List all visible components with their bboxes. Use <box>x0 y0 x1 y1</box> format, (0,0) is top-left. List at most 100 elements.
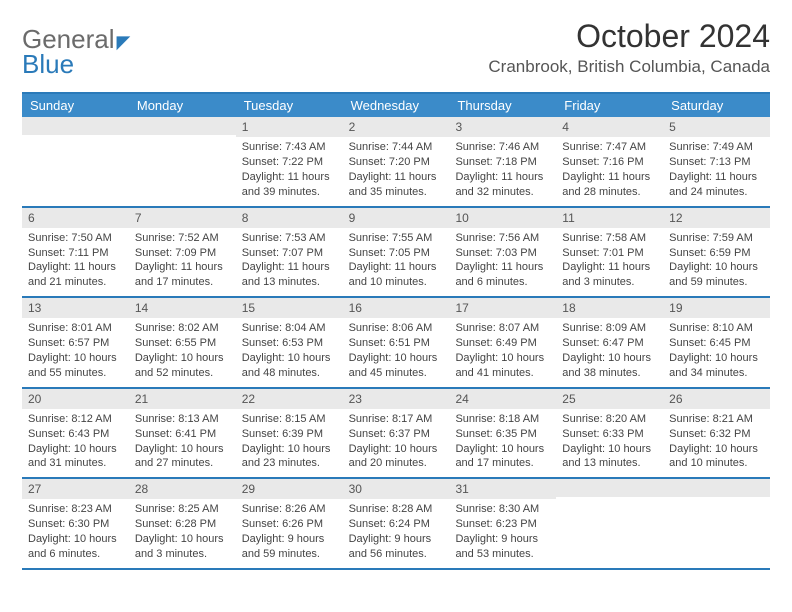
daylight-text: Daylight: 10 hours <box>242 351 337 366</box>
dow-friday: Friday <box>556 94 663 117</box>
daylight-text: and 28 minutes. <box>562 185 657 200</box>
sunset-text: Sunset: 6:59 PM <box>669 246 764 261</box>
sunrise-text: Sunrise: 8:21 AM <box>669 412 764 427</box>
day-cell: 7Sunrise: 7:52 AMSunset: 7:09 PMDaylight… <box>129 208 236 297</box>
day-cell: 14Sunrise: 8:02 AMSunset: 6:55 PMDayligh… <box>129 298 236 387</box>
day-cell: 23Sunrise: 8:17 AMSunset: 6:37 PMDayligh… <box>343 389 450 478</box>
day-body: Sunrise: 7:47 AMSunset: 7:16 PMDaylight:… <box>556 137 663 205</box>
day-cell: 22Sunrise: 8:15 AMSunset: 6:39 PMDayligh… <box>236 389 343 478</box>
day-number: 6 <box>22 208 129 228</box>
day-number: 29 <box>236 479 343 499</box>
day-cell: 20Sunrise: 8:12 AMSunset: 6:43 PMDayligh… <box>22 389 129 478</box>
daylight-text: Daylight: 10 hours <box>669 442 764 457</box>
week-row: 20Sunrise: 8:12 AMSunset: 6:43 PMDayligh… <box>22 389 770 480</box>
day-body: Sunrise: 8:13 AMSunset: 6:41 PMDaylight:… <box>129 409 236 477</box>
day-number: 24 <box>449 389 556 409</box>
daylight-text: and 38 minutes. <box>562 366 657 381</box>
sunset-text: Sunset: 6:47 PM <box>562 336 657 351</box>
daylight-text: Daylight: 9 hours <box>242 532 337 547</box>
sunrise-text: Sunrise: 7:50 AM <box>28 231 123 246</box>
weeks-container: 1Sunrise: 7:43 AMSunset: 7:22 PMDaylight… <box>22 117 770 570</box>
daylight-text: Daylight: 11 hours <box>455 170 550 185</box>
daylight-text: Daylight: 10 hours <box>135 442 230 457</box>
day-cell: 8Sunrise: 7:53 AMSunset: 7:07 PMDaylight… <box>236 208 343 297</box>
sunset-text: Sunset: 6:37 PM <box>349 427 444 442</box>
sunrise-text: Sunrise: 7:52 AM <box>135 231 230 246</box>
day-body: Sunrise: 8:17 AMSunset: 6:37 PMDaylight:… <box>343 409 450 477</box>
sunrise-text: Sunrise: 7:53 AM <box>242 231 337 246</box>
day-number: 1 <box>236 117 343 137</box>
sunset-text: Sunset: 7:16 PM <box>562 155 657 170</box>
daylight-text: and 52 minutes. <box>135 366 230 381</box>
daylight-text: and 13 minutes. <box>242 275 337 290</box>
sunset-text: Sunset: 6:39 PM <box>242 427 337 442</box>
week-row: 27Sunrise: 8:23 AMSunset: 6:30 PMDayligh… <box>22 479 770 570</box>
day-cell <box>22 117 129 206</box>
daylight-text: and 10 minutes. <box>669 456 764 471</box>
day-cell: 15Sunrise: 8:04 AMSunset: 6:53 PMDayligh… <box>236 298 343 387</box>
daylight-text: and 53 minutes. <box>455 547 550 562</box>
day-number: 28 <box>129 479 236 499</box>
day-body: Sunrise: 7:46 AMSunset: 7:18 PMDaylight:… <box>449 137 556 205</box>
sunrise-text: Sunrise: 8:09 AM <box>562 321 657 336</box>
day-number: 25 <box>556 389 663 409</box>
day-cell: 21Sunrise: 8:13 AMSunset: 6:41 PMDayligh… <box>129 389 236 478</box>
day-cell: 24Sunrise: 8:18 AMSunset: 6:35 PMDayligh… <box>449 389 556 478</box>
dow-sunday: Sunday <box>22 94 129 117</box>
day-number: 14 <box>129 298 236 318</box>
daylight-text: and 24 minutes. <box>669 185 764 200</box>
month-title: October 2024 <box>488 18 770 55</box>
daylight-text: and 17 minutes. <box>135 275 230 290</box>
daylight-text: Daylight: 9 hours <box>455 532 550 547</box>
sunset-text: Sunset: 7:03 PM <box>455 246 550 261</box>
sunset-text: Sunset: 7:09 PM <box>135 246 230 261</box>
day-cell: 30Sunrise: 8:28 AMSunset: 6:24 PMDayligh… <box>343 479 450 568</box>
day-cell: 3Sunrise: 7:46 AMSunset: 7:18 PMDaylight… <box>449 117 556 206</box>
sunrise-text: Sunrise: 7:44 AM <box>349 140 444 155</box>
day-cell: 4Sunrise: 7:47 AMSunset: 7:16 PMDaylight… <box>556 117 663 206</box>
daylight-text: Daylight: 11 hours <box>349 170 444 185</box>
day-body: Sunrise: 8:30 AMSunset: 6:23 PMDaylight:… <box>449 499 556 567</box>
day-number: 20 <box>22 389 129 409</box>
daylight-text: and 6 minutes. <box>455 275 550 290</box>
daylight-text: Daylight: 10 hours <box>562 442 657 457</box>
day-cell <box>129 117 236 206</box>
daylight-text: Daylight: 11 hours <box>562 260 657 275</box>
daylight-text: Daylight: 10 hours <box>669 351 764 366</box>
day-number: 4 <box>556 117 663 137</box>
day-cell: 6Sunrise: 7:50 AMSunset: 7:11 PMDaylight… <box>22 208 129 297</box>
day-cell: 27Sunrise: 8:23 AMSunset: 6:30 PMDayligh… <box>22 479 129 568</box>
day-cell: 31Sunrise: 8:30 AMSunset: 6:23 PMDayligh… <box>449 479 556 568</box>
day-body: Sunrise: 8:04 AMSunset: 6:53 PMDaylight:… <box>236 318 343 386</box>
daylight-text: and 45 minutes. <box>349 366 444 381</box>
dow-saturday: Saturday <box>663 94 770 117</box>
dow-thursday: Thursday <box>449 94 556 117</box>
day-number: 18 <box>556 298 663 318</box>
sunset-text: Sunset: 6:43 PM <box>28 427 123 442</box>
day-body: Sunrise: 8:18 AMSunset: 6:35 PMDaylight:… <box>449 409 556 477</box>
daylight-text: and 10 minutes. <box>349 275 444 290</box>
daylight-text: Daylight: 10 hours <box>242 442 337 457</box>
sunset-text: Sunset: 7:01 PM <box>562 246 657 261</box>
day-body: Sunrise: 8:23 AMSunset: 6:30 PMDaylight:… <box>22 499 129 567</box>
day-number: 19 <box>663 298 770 318</box>
daylight-text: Daylight: 10 hours <box>28 351 123 366</box>
day-cell: 5Sunrise: 7:49 AMSunset: 7:13 PMDaylight… <box>663 117 770 206</box>
daylight-text: and 35 minutes. <box>349 185 444 200</box>
calendar: Sunday Monday Tuesday Wednesday Thursday… <box>22 92 770 570</box>
day-cell: 19Sunrise: 8:10 AMSunset: 6:45 PMDayligh… <box>663 298 770 387</box>
daylight-text: and 13 minutes. <box>562 456 657 471</box>
sunset-text: Sunset: 6:32 PM <box>669 427 764 442</box>
day-body: Sunrise: 8:21 AMSunset: 6:32 PMDaylight:… <box>663 409 770 477</box>
day-body: Sunrise: 8:26 AMSunset: 6:26 PMDaylight:… <box>236 499 343 567</box>
day-number: 8 <box>236 208 343 228</box>
sunrise-text: Sunrise: 7:59 AM <box>669 231 764 246</box>
daylight-text: and 21 minutes. <box>28 275 123 290</box>
day-cell: 1Sunrise: 7:43 AMSunset: 7:22 PMDaylight… <box>236 117 343 206</box>
sunset-text: Sunset: 7:20 PM <box>349 155 444 170</box>
daylight-text: Daylight: 10 hours <box>455 351 550 366</box>
day-number: 31 <box>449 479 556 499</box>
day-body: Sunrise: 8:02 AMSunset: 6:55 PMDaylight:… <box>129 318 236 386</box>
day-number <box>556 479 663 497</box>
daylight-text: Daylight: 10 hours <box>562 351 657 366</box>
